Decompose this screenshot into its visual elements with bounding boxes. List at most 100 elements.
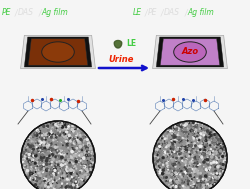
Circle shape bbox=[204, 139, 208, 142]
Circle shape bbox=[77, 150, 80, 153]
Circle shape bbox=[211, 156, 215, 159]
Circle shape bbox=[188, 173, 191, 176]
Circle shape bbox=[41, 146, 44, 150]
Circle shape bbox=[74, 174, 78, 178]
Circle shape bbox=[60, 137, 62, 138]
Circle shape bbox=[204, 138, 207, 142]
Circle shape bbox=[30, 166, 32, 168]
Circle shape bbox=[218, 139, 221, 141]
Circle shape bbox=[170, 173, 173, 176]
Circle shape bbox=[49, 182, 52, 185]
Circle shape bbox=[164, 140, 166, 141]
Circle shape bbox=[65, 141, 68, 144]
Circle shape bbox=[162, 170, 164, 172]
Circle shape bbox=[35, 174, 37, 176]
Circle shape bbox=[183, 123, 187, 127]
Circle shape bbox=[80, 178, 83, 182]
Circle shape bbox=[189, 182, 190, 184]
Circle shape bbox=[176, 163, 177, 164]
Circle shape bbox=[187, 121, 190, 124]
Circle shape bbox=[29, 170, 32, 173]
Circle shape bbox=[55, 174, 58, 176]
Circle shape bbox=[158, 175, 162, 179]
Circle shape bbox=[46, 178, 47, 180]
Circle shape bbox=[187, 143, 190, 147]
Circle shape bbox=[57, 178, 59, 180]
Circle shape bbox=[68, 140, 69, 141]
Circle shape bbox=[172, 184, 174, 186]
Circle shape bbox=[172, 147, 173, 149]
Circle shape bbox=[164, 151, 165, 153]
Circle shape bbox=[223, 147, 226, 150]
Circle shape bbox=[214, 153, 216, 155]
Circle shape bbox=[184, 147, 187, 150]
Circle shape bbox=[48, 144, 50, 147]
Circle shape bbox=[78, 131, 80, 133]
Circle shape bbox=[174, 182, 176, 184]
Circle shape bbox=[78, 171, 82, 174]
Circle shape bbox=[202, 153, 206, 156]
Circle shape bbox=[170, 178, 172, 180]
Circle shape bbox=[170, 173, 173, 176]
Circle shape bbox=[83, 156, 85, 158]
Circle shape bbox=[210, 148, 212, 150]
Circle shape bbox=[30, 143, 34, 147]
Circle shape bbox=[70, 156, 73, 159]
Circle shape bbox=[174, 155, 176, 156]
Circle shape bbox=[165, 146, 168, 148]
Circle shape bbox=[64, 132, 66, 134]
Circle shape bbox=[207, 132, 209, 134]
Circle shape bbox=[69, 147, 72, 151]
Circle shape bbox=[58, 160, 61, 162]
Circle shape bbox=[172, 136, 174, 138]
Circle shape bbox=[177, 153, 179, 156]
Circle shape bbox=[56, 182, 58, 184]
Circle shape bbox=[45, 138, 48, 141]
Circle shape bbox=[202, 160, 204, 162]
Circle shape bbox=[61, 175, 62, 177]
Circle shape bbox=[25, 149, 27, 151]
Circle shape bbox=[62, 152, 65, 155]
Circle shape bbox=[26, 155, 29, 158]
Circle shape bbox=[178, 186, 179, 187]
Circle shape bbox=[44, 169, 48, 172]
Circle shape bbox=[50, 149, 54, 153]
Circle shape bbox=[172, 141, 176, 144]
Circle shape bbox=[54, 149, 57, 151]
Circle shape bbox=[38, 175, 42, 179]
Circle shape bbox=[70, 161, 73, 163]
Circle shape bbox=[69, 160, 71, 162]
Circle shape bbox=[59, 184, 62, 187]
Circle shape bbox=[220, 151, 223, 154]
Circle shape bbox=[169, 127, 172, 130]
Circle shape bbox=[68, 177, 71, 181]
Circle shape bbox=[51, 174, 53, 177]
Circle shape bbox=[187, 141, 189, 143]
Circle shape bbox=[207, 173, 208, 175]
Circle shape bbox=[78, 145, 82, 149]
Circle shape bbox=[186, 149, 188, 151]
Circle shape bbox=[220, 163, 221, 164]
Circle shape bbox=[154, 147, 157, 149]
Circle shape bbox=[180, 183, 183, 185]
Circle shape bbox=[172, 136, 175, 139]
Circle shape bbox=[166, 141, 169, 144]
Circle shape bbox=[38, 165, 41, 167]
Circle shape bbox=[216, 139, 218, 141]
Circle shape bbox=[212, 174, 214, 175]
Circle shape bbox=[156, 153, 158, 155]
Circle shape bbox=[176, 136, 179, 140]
Circle shape bbox=[34, 133, 36, 135]
Circle shape bbox=[38, 131, 40, 133]
Circle shape bbox=[40, 156, 43, 160]
Circle shape bbox=[64, 182, 66, 184]
Circle shape bbox=[187, 144, 190, 147]
Circle shape bbox=[188, 147, 192, 151]
Circle shape bbox=[46, 174, 50, 177]
Circle shape bbox=[168, 130, 172, 133]
Circle shape bbox=[161, 137, 163, 139]
Circle shape bbox=[195, 124, 198, 126]
Circle shape bbox=[179, 158, 182, 160]
Circle shape bbox=[176, 177, 179, 180]
Circle shape bbox=[73, 159, 74, 160]
